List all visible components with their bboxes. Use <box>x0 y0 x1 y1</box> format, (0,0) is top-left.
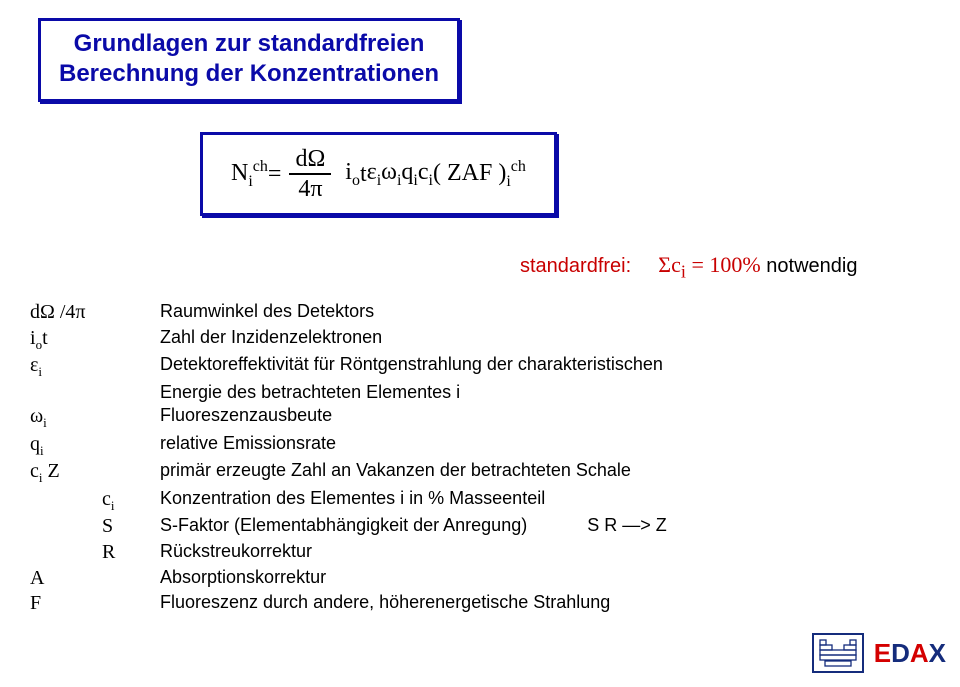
logo-box-icon <box>812 633 864 673</box>
definition-row: SS-Faktor (Elementabhängigkeit der Anreg… <box>30 514 667 540</box>
definition-desc: Konzentration des Elementes i in % Masse… <box>160 487 545 515</box>
definition-desc: Fluoreszenz durch andere, höherenergetis… <box>160 591 610 617</box>
definition-symbol: dΩ /4π <box>30 300 160 326</box>
formula-eq: = <box>268 162 282 186</box>
formula-box: Nich = dΩ 4π io t εi ωi qi ci ( ZAF )ich <box>200 132 557 216</box>
definition-desc: Energie des betrachteten Elementes i <box>160 381 460 404</box>
definition-row: εiDetektoreffektivität für Röntgenstrahl… <box>30 353 667 381</box>
standardfrei-notwendig: notwendig <box>766 255 857 277</box>
standardfrei-line: standardfrei: Σci = 100% notwendig <box>520 252 857 282</box>
definition-row: ωiFluoreszenzausbeute <box>30 404 667 432</box>
definition-row: AAbsorptionskorrektur <box>30 566 667 592</box>
definition-symbol: ci <box>30 487 160 515</box>
formula-omega: ωi <box>381 160 401 189</box>
definition-symbol: R <box>30 540 160 566</box>
definition-symbol: A <box>30 566 160 592</box>
definition-row: qirelative Emissionsrate <box>30 432 667 460</box>
formula: Nich = dΩ 4π io t εi ωi qi ci ( ZAF )ich <box>231 147 526 201</box>
title-line-2: Berechnung der Konzentrationen <box>59 60 439 87</box>
definition-desc: S-Faktor (Elementabhängigkeit der Anregu… <box>160 514 527 540</box>
edax-wordmark: EDAX <box>874 638 946 669</box>
definition-symbol: F <box>30 591 160 617</box>
definition-row: RRückstreukorrektur <box>30 540 667 566</box>
definitions: dΩ /4πRaumwinkel des DetektorsiotZahl de… <box>30 300 667 617</box>
definition-row: iotZahl der Inzidenzelektronen <box>30 326 667 354</box>
title-text: Grundlagen zur standardfreien Berechnung… <box>59 29 439 89</box>
definition-symbol <box>30 381 160 404</box>
formula-fraction: dΩ 4π <box>289 147 331 201</box>
definition-row: ci Zprimär erzeugte Zahl an Vakanzen der… <box>30 459 667 487</box>
definition-right: S R —> Z <box>587 514 667 540</box>
definition-symbol: iot <box>30 326 160 354</box>
edax-d: D <box>891 638 910 668</box>
definition-desc: primär erzeugte Zahl an Vakanzen der bet… <box>160 459 631 487</box>
periodic-icon <box>819 639 857 667</box>
edax-a: A <box>910 638 929 668</box>
formula-eps: εi <box>367 160 382 189</box>
standardfrei-eq: Σci = 100% <box>658 252 760 277</box>
title-box: Grundlagen zur standardfreien Berechnung… <box>38 18 460 102</box>
definition-desc: Zahl der Inzidenzelektronen <box>160 326 382 354</box>
definition-row: FFluoreszenz durch andere, höherenergeti… <box>30 591 667 617</box>
definition-desc: Rückstreukorrektur <box>160 540 312 566</box>
definition-desc: Fluoreszenzausbeute <box>160 404 332 432</box>
definition-desc: Raumwinkel des Detektors <box>160 300 374 326</box>
formula-c: ci <box>418 160 433 189</box>
definition-symbol: εi <box>30 353 160 381</box>
definition-desc: relative Emissionsrate <box>160 432 336 460</box>
formula-N: Nich <box>231 159 268 190</box>
definition-symbol: ωi <box>30 404 160 432</box>
definition-row: ciKonzentration des Elementes i in % Mas… <box>30 487 667 515</box>
edax-x: X <box>929 638 946 668</box>
definition-desc: Absorptionskorrektur <box>160 566 326 592</box>
definition-row: Energie des betrachteten Elementes i <box>30 381 667 404</box>
title-line-1: Grundlagen zur standardfreien <box>74 30 425 57</box>
definition-row: dΩ /4πRaumwinkel des Detektors <box>30 300 667 326</box>
formula-zaf: ( ZAF )ich <box>433 159 526 190</box>
frac-top: dΩ <box>289 147 331 173</box>
formula-t: t <box>360 162 367 186</box>
definition-symbol: qi <box>30 432 160 460</box>
definition-symbol: S <box>30 514 160 540</box>
definition-desc: Detektoreffektivität für Röntgenstrahlun… <box>160 353 663 381</box>
definition-symbol: ci Z <box>30 459 160 487</box>
formula-io: io <box>345 160 360 189</box>
formula-q: qi <box>401 160 417 189</box>
edax-e: E <box>874 638 891 668</box>
footer-logo: EDAX <box>812 633 946 673</box>
frac-bot: 4π <box>289 175 331 201</box>
standardfrei-label: standardfrei: <box>520 255 631 277</box>
